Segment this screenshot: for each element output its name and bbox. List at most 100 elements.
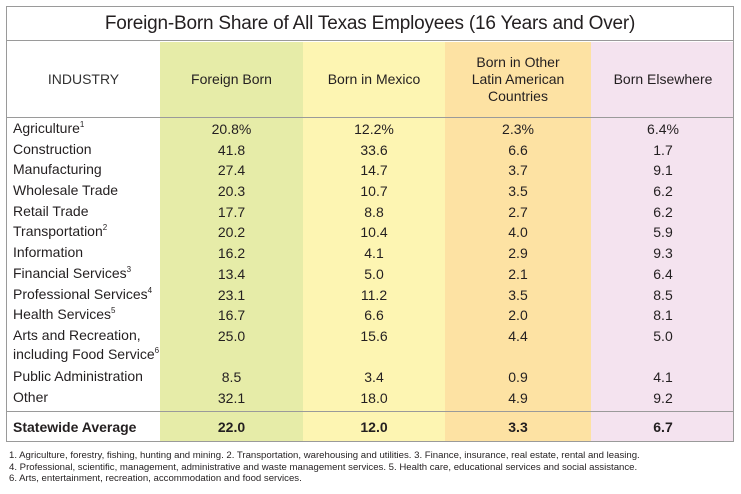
industry-cell: Construction bbox=[13, 140, 160, 159]
latin-cell: 4.9 bbox=[508, 389, 528, 406]
header-latin-line1: Born in Other bbox=[476, 54, 560, 70]
industry-name-text: Manufacturing bbox=[13, 161, 102, 178]
latin-cell: 3.5 bbox=[508, 286, 528, 303]
latin-cell: 0.9 bbox=[508, 369, 528, 386]
foreign-born-cell: 23.1 bbox=[217, 286, 246, 303]
elsewhere-cell: 6.4 bbox=[653, 265, 673, 282]
header-elsewhere: Born Elsewhere bbox=[613, 71, 713, 87]
industry-cell: Information bbox=[13, 243, 160, 262]
mexico-cell: 6.6 bbox=[364, 307, 384, 324]
statewide-average-row: Statewide Average 22.0 12.0 3.3 6.7 bbox=[7, 413, 733, 441]
mexico-cell: 10.7 bbox=[360, 183, 388, 200]
elsewhere-cell: 6.2 bbox=[653, 183, 673, 200]
industry-cell: Professional Services4 bbox=[13, 285, 160, 304]
industry-name-text: Construction bbox=[13, 140, 92, 157]
table-row: Other 32.1 18.0 4.9 9.2 bbox=[7, 388, 733, 409]
header-foreign-born: Foreign Born bbox=[191, 71, 272, 87]
elsewhere-cell: 8.5 bbox=[653, 286, 673, 303]
latin-cell: 2.9 bbox=[508, 245, 528, 262]
mexico-cell: 15.6 bbox=[360, 327, 388, 344]
table-title: Foreign-Born Share of All Texas Employee… bbox=[7, 7, 733, 41]
table-row: Professional Services4 23.1 11.2 3.5 8.5 bbox=[7, 285, 733, 306]
mexico-cell: 10.4 bbox=[360, 224, 388, 241]
industry-cell: Retail Trade bbox=[13, 202, 160, 221]
footnote-marker: 4 bbox=[147, 285, 153, 295]
table-row: Public Administration 8.5 3.4 0.9 4.1 bbox=[7, 367, 733, 388]
elsewhere-cell: 5.0 bbox=[653, 327, 673, 344]
industry-name-text: Agriculture bbox=[13, 120, 80, 136]
table-row: Transportation2 20.2 10.4 4.0 5.9 bbox=[7, 222, 733, 243]
table-row: Information 16.2 4.1 2.9 9.3 bbox=[7, 243, 733, 264]
footnote-line: 4. Professional, scientific, management,… bbox=[9, 461, 638, 473]
industry-cell: Transportation2 bbox=[13, 222, 160, 241]
industry-name: Public Administration bbox=[13, 367, 160, 386]
average-label: Statewide Average bbox=[13, 419, 137, 435]
table-row: Construction 41.8 33.6 6.6 1.7 bbox=[7, 140, 733, 161]
table-body: Agriculture1 20.8% 12.2% 2.3% 6.4% Constructi… bbox=[7, 119, 733, 409]
mexico-cell: 5.0 bbox=[364, 265, 384, 282]
average-foreign-born: 22.0 bbox=[217, 419, 246, 435]
table-row: Financial Services3 13.4 5.0 2.1 6.4 bbox=[7, 264, 733, 285]
foreign-born-cell: 16.7 bbox=[217, 307, 246, 324]
mexico-cell: 14.7 bbox=[360, 162, 388, 179]
industry-name-text: Wholesale Trade bbox=[13, 182, 119, 199]
industry-name: Other bbox=[13, 388, 160, 407]
footnote-marker: 3 bbox=[126, 264, 132, 274]
footnote-marker: 5 bbox=[111, 306, 116, 316]
latin-cell: 6.6 bbox=[508, 141, 528, 158]
elsewhere-cell: 6.2 bbox=[653, 203, 673, 220]
elsewhere-cell: 9.3 bbox=[653, 245, 673, 262]
table-row: Manufacturing 27.4 14.7 3.7 9.1 bbox=[7, 160, 733, 181]
mexico-cell: 11.2 bbox=[360, 286, 388, 303]
table-row: Health Services5 16.7 6.6 2.0 8.1 bbox=[7, 305, 733, 326]
header-latin-line3: Countries bbox=[488, 88, 548, 104]
industry-name-text: Public Administration bbox=[13, 368, 143, 385]
elsewhere-cell: 9.1 bbox=[653, 162, 673, 179]
elsewhere-cell: 4.1 bbox=[653, 369, 673, 386]
mexico-cell: 8.8 bbox=[364, 203, 384, 220]
industry-name-line2: including Food Service6 bbox=[13, 345, 160, 364]
industry-name-text: Retail Trade bbox=[13, 202, 89, 219]
mexico-column-bg bbox=[303, 42, 445, 441]
foreign-born-cell: 27.4 bbox=[217, 162, 246, 179]
industry-cell: Wholesale Trade bbox=[13, 181, 160, 200]
foreign-born-cell: 17.7 bbox=[217, 203, 246, 220]
industry-name-text: Transportation bbox=[13, 223, 103, 240]
industry-name-text: Financial Services bbox=[13, 264, 127, 281]
industry-cell: Agriculture1 bbox=[13, 119, 160, 138]
latin-cell: 4.4 bbox=[508, 327, 528, 344]
industry-name: Professional Services4 bbox=[13, 285, 160, 304]
elsewhere-column-bg bbox=[591, 42, 733, 441]
footnote-marker: 2 bbox=[102, 223, 108, 233]
footnote-line: 6. Arts, entertainment, recreation, acco… bbox=[9, 473, 302, 484]
header-latin: Born in Other Latin American Countries bbox=[445, 42, 591, 117]
foreign-born-cell: 25.0 bbox=[217, 327, 246, 344]
table-row: Retail Trade 17.7 8.8 2.7 6.2 bbox=[7, 202, 733, 223]
industry-name: Manufacturing bbox=[13, 160, 160, 179]
elsewhere-cell: 9.2 bbox=[653, 389, 673, 406]
footnote-line: 1. Agriculture, forestry, fishing, hunti… bbox=[9, 450, 640, 461]
mexico-cell: 18.0 bbox=[360, 389, 388, 406]
mexico-cell: 33.6 bbox=[360, 141, 388, 158]
industry-name-text: Professional Services bbox=[13, 285, 148, 302]
latin-cell: 2.3% bbox=[502, 121, 534, 137]
foreign-born-cell: 41.8 bbox=[217, 141, 246, 158]
industry-cell: Public Administration bbox=[13, 367, 160, 386]
industry-name: Wholesale Trade bbox=[13, 181, 160, 200]
latin-cell: 4.0 bbox=[508, 224, 528, 241]
industry-name-line2-text: including Food Service bbox=[13, 345, 155, 362]
foreign-born-cell: 32.1 bbox=[217, 389, 246, 406]
header-divider bbox=[7, 117, 733, 118]
industry-name-text: Information bbox=[13, 244, 84, 261]
industry-name: Health Services5 bbox=[13, 305, 160, 324]
industry-cell: Arts and Recreation, including Food Servi… bbox=[13, 326, 160, 364]
mexico-cell: 4.1 bbox=[364, 245, 384, 262]
header-latin-line2: Latin American bbox=[471, 71, 565, 87]
industry-cell: Health Services5 bbox=[13, 305, 160, 324]
average-mexico: 12.0 bbox=[360, 419, 388, 435]
industry-name-text: Health Services bbox=[13, 306, 112, 323]
footnote-marker: 6 bbox=[154, 345, 160, 355]
mexico-cell: 12.2% bbox=[354, 121, 394, 137]
elsewhere-cell: 6.4% bbox=[647, 121, 679, 137]
industry-name: Transportation2 bbox=[13, 222, 160, 241]
